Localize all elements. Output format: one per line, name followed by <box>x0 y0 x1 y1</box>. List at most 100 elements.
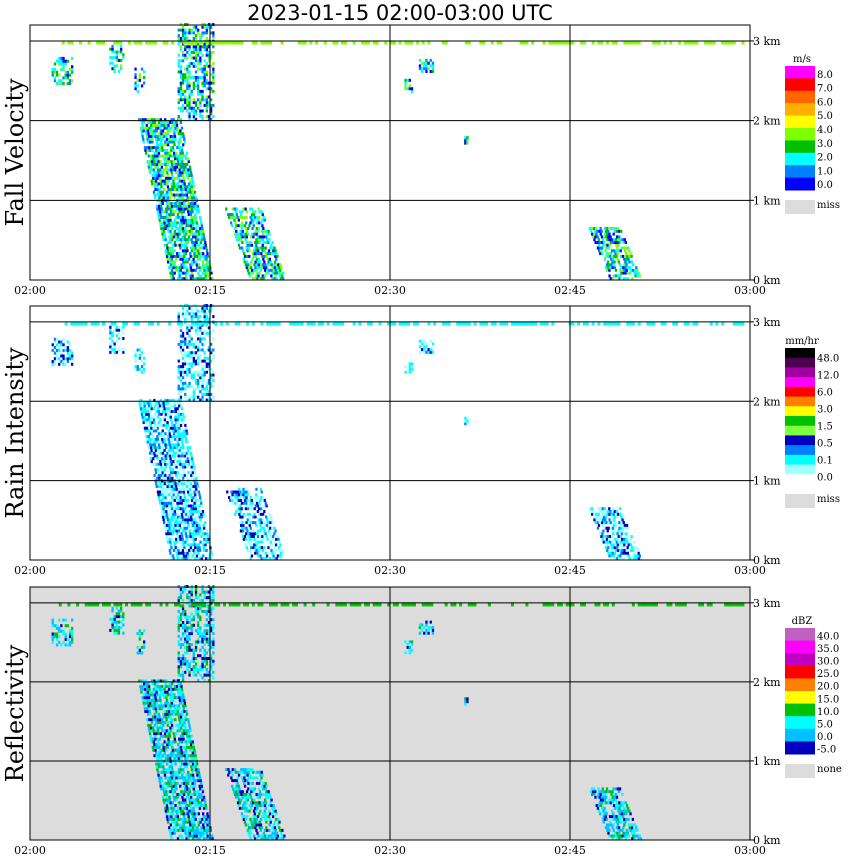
legend-label: 0.0 <box>817 473 833 484</box>
y-tick-label: 1 km <box>753 194 781 207</box>
legend-label: 5.0 <box>817 720 833 731</box>
legend-label: 6.0 <box>817 97 833 108</box>
legend-swatch <box>785 152 815 166</box>
legend-label: 12.0 <box>817 371 839 382</box>
y-tick-label: 1 km <box>753 755 781 768</box>
x-tick-label: 02:30 <box>374 844 406 857</box>
legend-swatch <box>785 425 815 436</box>
legend-swatch <box>785 665 815 679</box>
panel-rain_intensity: 02:00 02:15 02:30 02:45 03:000 km 1 km 2 km 3 k… <box>1 304 840 577</box>
legend-label: 0.0 <box>817 180 833 191</box>
x-tick-label: 02:30 <box>374 564 406 577</box>
legend-swatch <box>785 678 815 692</box>
panel-fall_velocity: 02:00 02:15 02:30 02:45 03:000 km 1 km 2 km 3 k… <box>1 23 840 297</box>
legend-swatch <box>785 396 815 407</box>
x-tick-label: 02:45 <box>554 564 586 577</box>
legend-missing-label: miss <box>817 494 840 505</box>
legend-swatch <box>785 78 815 92</box>
x-tick-label: 02:00 <box>14 564 46 577</box>
y-tick-label: 2 km <box>753 676 781 689</box>
legend-swatch <box>785 377 815 388</box>
plot-frame <box>29 586 751 841</box>
legend-swatch <box>785 115 815 129</box>
legend-swatch <box>785 464 815 475</box>
legend-label: 8.0 <box>817 70 833 81</box>
legend-label: 0.1 <box>817 456 833 467</box>
legend-label: 1.5 <box>817 422 833 433</box>
chart-title: 2023-01-15 02:00-03:00 UTC <box>247 1 553 25</box>
x-tick-label: 03:00 <box>734 844 766 857</box>
legend-swatch <box>785 628 815 642</box>
legend-swatch <box>785 435 815 446</box>
y-tick-label: 3 km <box>753 597 781 610</box>
x-tick-label: 02:00 <box>14 284 46 297</box>
legend-missing-swatch <box>785 200 815 214</box>
legend-label: 0.5 <box>817 439 833 450</box>
legend-swatch <box>785 66 815 79</box>
legend-label: -5.0 <box>817 745 836 756</box>
echo-cells <box>51 304 745 561</box>
x-tick-label: 02:15 <box>194 564 226 577</box>
legend-label: 1.0 <box>817 166 833 177</box>
panel-title: Reflectivity <box>1 644 29 782</box>
legend-unit: dBZ <box>792 616 813 627</box>
legend-swatch <box>785 454 815 466</box>
legend-swatch <box>785 177 815 191</box>
legend-missing-swatch <box>785 494 815 508</box>
legend-swatch <box>785 348 815 359</box>
legend-label: 6.0 <box>817 388 833 399</box>
legend-label: 15.0 <box>817 694 839 705</box>
plot-frame <box>29 305 751 561</box>
legend-swatch <box>785 90 815 104</box>
x-tick-label: 02:00 <box>14 844 46 857</box>
x-tick-label: 02:45 <box>554 844 586 857</box>
legend: dBZ 40.0 35.0 30.025.0 20.015.0 10.0 5.00.0 -5.… <box>785 616 842 778</box>
legend-swatch <box>785 728 815 742</box>
echo-cells <box>51 23 745 281</box>
legend-unit: m/s <box>793 54 811 65</box>
legend-label: 40.0 <box>817 631 839 642</box>
plot-frame <box>29 24 751 281</box>
legend-label: 35.0 <box>817 644 839 655</box>
x-tick-label: 03:00 <box>734 284 766 297</box>
legend-label: 5.0 <box>817 111 833 122</box>
legend-swatch <box>785 367 815 378</box>
legend: m/s 8.0 7.0 6.0 5.0 4.0 3.0 2.0 1.0 0.0 miss <box>785 54 840 214</box>
legend: mm/hr 48.0 12.0 6.0 3.0 1.5 0.5 0.1 0.0 miss <box>785 336 840 508</box>
legend-swatch <box>785 653 815 667</box>
y-tick-label: 0 km <box>753 834 781 847</box>
legend-swatch <box>785 474 815 485</box>
legend-label: 4.0 <box>817 125 833 136</box>
y-tick-label: 0 km <box>753 274 781 287</box>
legend-label: 0.0 <box>817 732 833 743</box>
y-tick-label: 2 km <box>753 395 781 408</box>
legend-missing-label: none <box>817 764 842 775</box>
legend-swatch <box>785 406 815 417</box>
legend-missing-label: miss <box>817 200 840 211</box>
y-tick-label: 3 km <box>753 316 781 329</box>
legend-swatch <box>785 716 815 730</box>
x-tick-label: 02:15 <box>194 844 226 857</box>
legend-label: 20.0 <box>817 682 839 693</box>
legend-swatch <box>785 445 815 456</box>
legend-label: 10.0 <box>817 707 839 718</box>
legend-label: 48.0 <box>817 354 839 365</box>
grid-lines <box>30 587 750 840</box>
legend-swatch <box>785 128 815 141</box>
x-tick-label: 02:30 <box>374 284 406 297</box>
legend-swatch <box>785 140 815 154</box>
legend-swatch <box>785 357 815 368</box>
y-tick-label: 3 km <box>753 35 781 48</box>
legend-swatch <box>785 103 815 117</box>
grid-lines <box>30 306 750 560</box>
legend-label: 3.0 <box>817 139 833 150</box>
echo-cells <box>51 585 745 841</box>
y-tick-label: 0 km <box>753 554 781 567</box>
legend-label: 3.0 <box>817 405 833 416</box>
legend-label: 7.0 <box>817 84 833 95</box>
x-tick-label: 02:15 <box>194 284 226 297</box>
legend-swatch <box>785 165 815 179</box>
legend-missing-swatch <box>785 764 815 778</box>
legend-label: 2.0 <box>817 153 833 164</box>
